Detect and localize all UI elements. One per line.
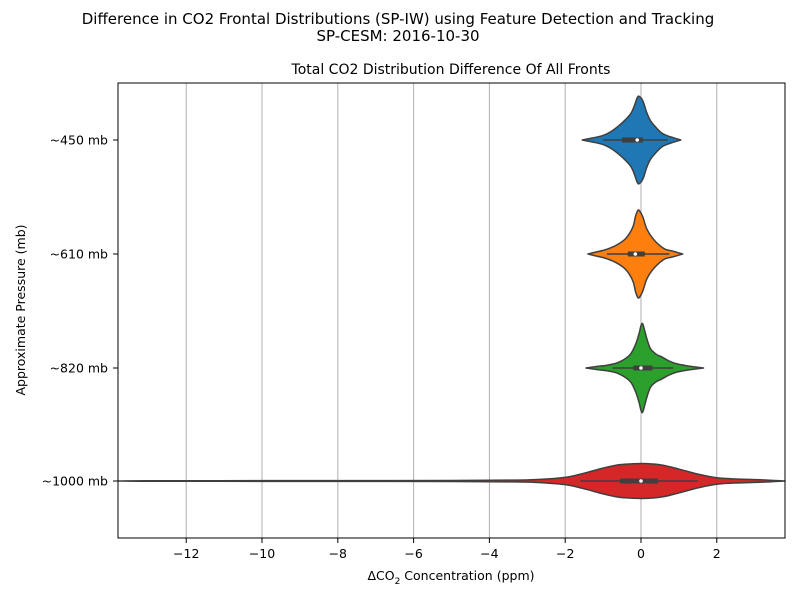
chart-title: Total CO2 Distribution Difference Of All…	[291, 62, 611, 78]
violin-median	[633, 252, 638, 256]
y-tick-label: ~610 mb	[50, 247, 108, 262]
x-axis-label: ΔCO2 Concentration (ppm)	[367, 568, 534, 587]
chart-suptitle-line1: Difference in CO2 Frontal Distributions …	[82, 10, 714, 28]
violin-median	[635, 138, 639, 142]
x-tick-label: −8	[329, 546, 347, 561]
x-tick-label: −4	[480, 546, 498, 561]
y-tick-label: ~450 mb	[50, 133, 108, 148]
plot-frame	[117, 82, 786, 539]
y-tick-label: ~820 mb	[50, 361, 108, 376]
x-tick-label: 0	[637, 546, 645, 561]
violin-median	[639, 479, 643, 483]
x-axis-ticks: −12 −10 −8 −6 −4 −2 0 2	[173, 538, 721, 561]
y-axis-label: Approximate Pressure (mb)	[13, 224, 28, 395]
violin-median	[639, 366, 643, 370]
x-tick-label: −12	[173, 546, 199, 561]
violins	[117, 95, 786, 500]
x-tick-label: −2	[556, 546, 574, 561]
x-tick-label: 2	[713, 546, 721, 561]
x-tick-label: −6	[404, 546, 422, 561]
x-tick-label: −10	[249, 546, 275, 561]
violin-iqr-box	[633, 365, 653, 371]
y-axis-ticks: ~450 mb ~610 mb ~820 mb ~1000 mb	[42, 133, 118, 489]
chart-suptitle-line2: SP-CESM: 2016-10-30	[316, 27, 479, 45]
violin-iqr-box	[620, 478, 659, 484]
violin-iqr-box	[622, 137, 643, 143]
y-tick-label: ~1000 mb	[42, 474, 108, 489]
